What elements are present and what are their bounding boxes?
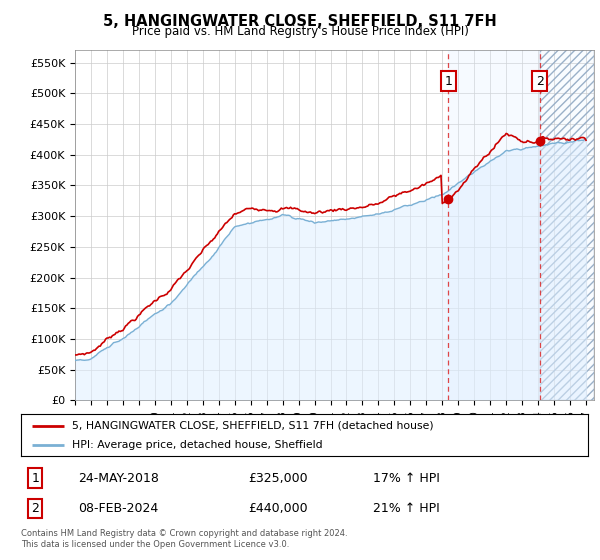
Text: 08-FEB-2024: 08-FEB-2024 [78,502,158,515]
Text: 1: 1 [31,472,39,484]
Text: Contains HM Land Registry data © Crown copyright and database right 2024.
This d: Contains HM Land Registry data © Crown c… [21,529,347,549]
Text: 1: 1 [444,74,452,87]
Text: 24-MAY-2018: 24-MAY-2018 [78,472,158,484]
Text: 2: 2 [31,502,39,515]
Text: 2: 2 [536,74,544,87]
Text: Price paid vs. HM Land Registry's House Price Index (HPI): Price paid vs. HM Land Registry's House … [131,25,469,38]
Bar [540,50,594,400]
Text: 17% ↑ HPI: 17% ↑ HPI [373,472,439,484]
Bar [540,50,594,400]
Text: 21% ↑ HPI: 21% ↑ HPI [373,502,439,515]
Text: £325,000: £325,000 [248,472,307,484]
Text: £440,000: £440,000 [248,502,307,515]
Bar [448,50,540,400]
Text: 5, HANGINGWATER CLOSE, SHEFFIELD, S11 7FH (detached house): 5, HANGINGWATER CLOSE, SHEFFIELD, S11 7F… [72,421,434,431]
Text: 5, HANGINGWATER CLOSE, SHEFFIELD, S11 7FH: 5, HANGINGWATER CLOSE, SHEFFIELD, S11 7F… [103,14,497,29]
Text: HPI: Average price, detached house, Sheffield: HPI: Average price, detached house, Shef… [72,440,323,450]
